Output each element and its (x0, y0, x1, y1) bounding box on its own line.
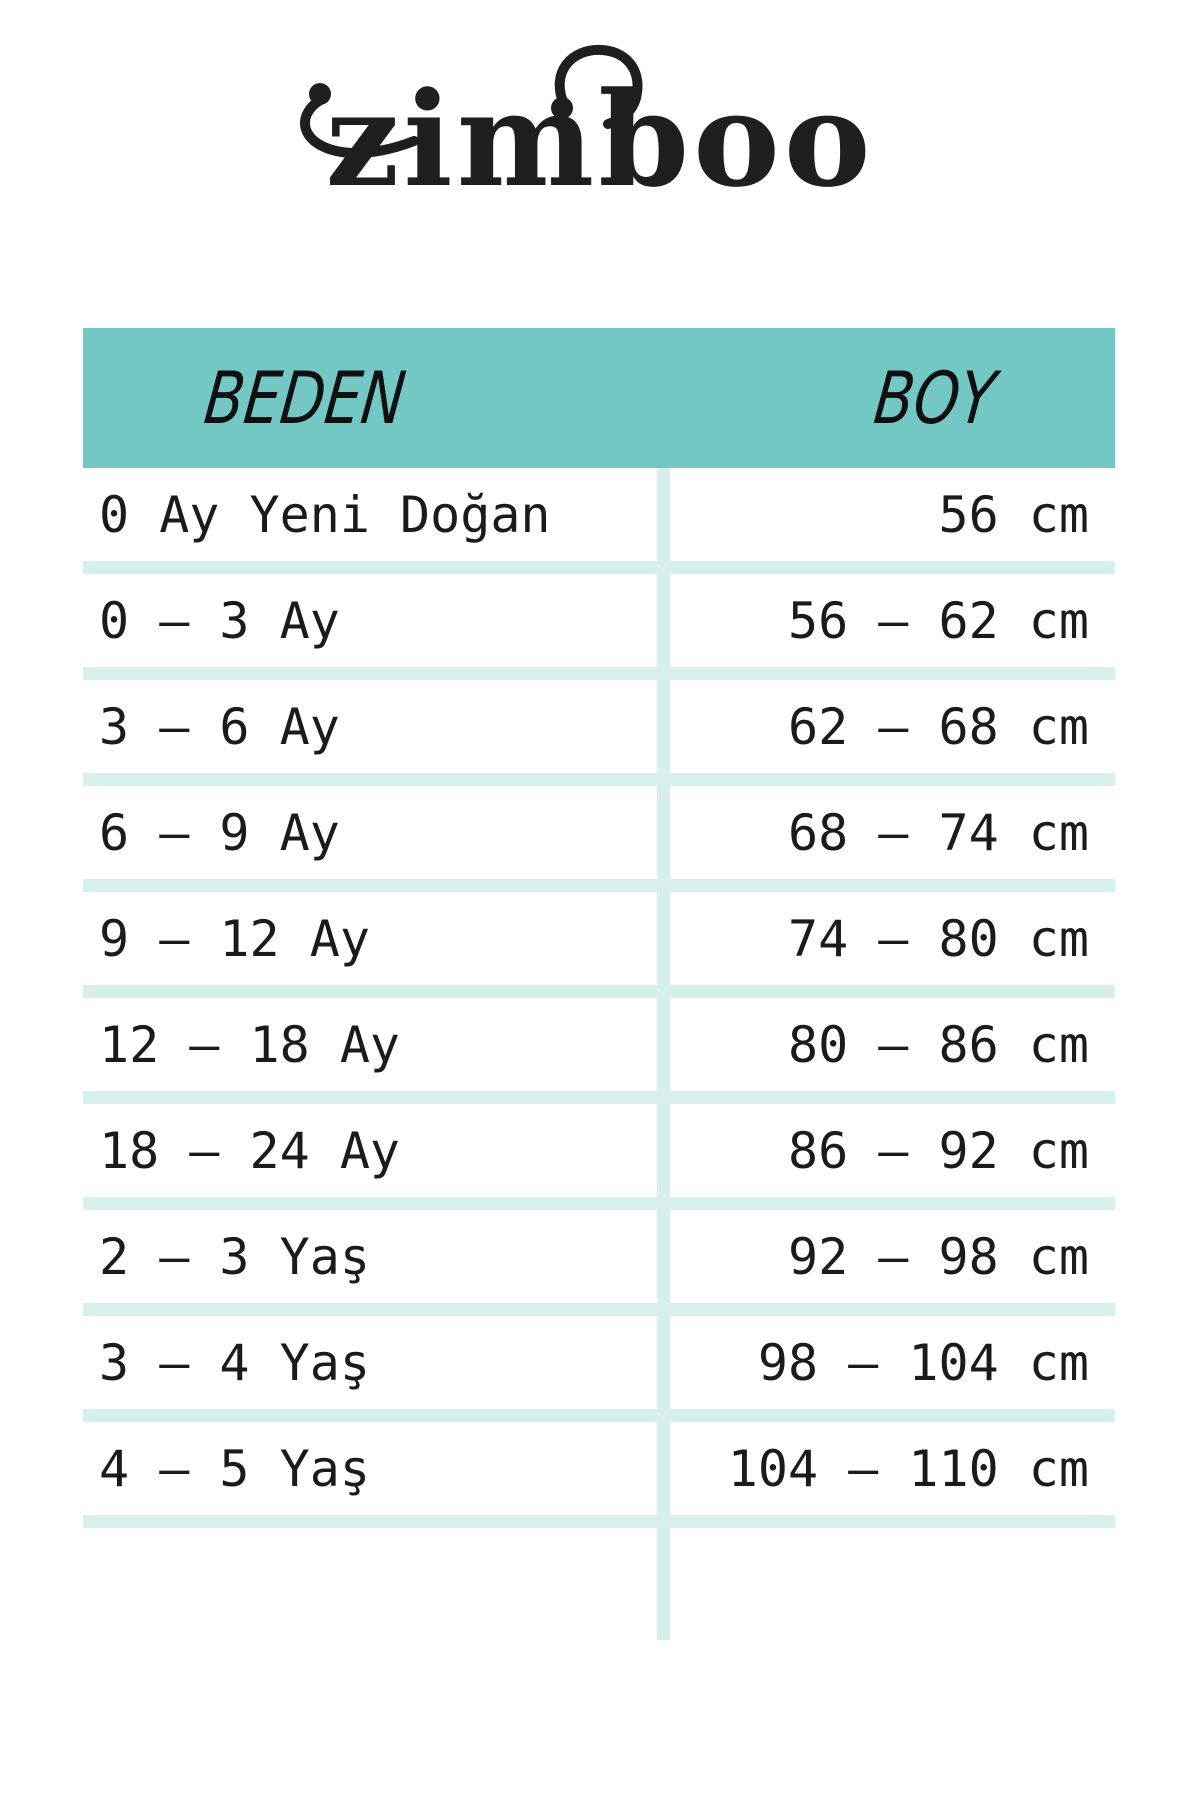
height-cell: 62 – 68 cm (787, 697, 1089, 756)
table-row: 0 Ay Yeni Doğan 56 cm (83, 468, 1115, 561)
size-cell: 4 – 5 Yaş (99, 1439, 370, 1498)
row-separator-line (83, 667, 1115, 680)
column-header-boy: BOY (870, 356, 1000, 440)
column-divider-line (657, 468, 670, 1640)
row-separator-line (83, 1409, 1115, 1422)
table-row: 9 – 12 Ay 74 – 80 cm (83, 892, 1115, 985)
height-cell: 74 – 80 cm (787, 909, 1089, 968)
table-row: 6 – 9 Ay 68 – 74 cm (83, 786, 1115, 879)
row-separator-line (83, 561, 1115, 574)
table-row: 18 – 24 Ay 86 – 92 cm (83, 1104, 1115, 1197)
height-cell: 56 – 62 cm (787, 591, 1089, 650)
height-cell: 92 – 98 cm (787, 1227, 1089, 1286)
height-cell: 56 cm (938, 485, 1089, 544)
height-cell: 98 – 104 cm (757, 1333, 1089, 1392)
row-separator-line (83, 773, 1115, 786)
table-row: 3 – 4 Yaş 98 – 104 cm (83, 1316, 1115, 1409)
table-body: 0 Ay Yeni Doğan 56 cm 0 – 3 Ay 56 – 62 c… (83, 468, 1115, 1640)
row-separator-line (83, 1197, 1115, 1210)
column-header-beden: BEDEN (200, 356, 410, 440)
size-cell: 9 – 12 Ay (99, 909, 370, 968)
row-separator-line (83, 985, 1115, 998)
row-separator-line (83, 1515, 1115, 1528)
table-row: 0 – 3 Ay 56 – 62 cm (83, 574, 1115, 667)
row-separator-line (83, 879, 1115, 892)
table-row: 4 – 5 Yaş 104 – 110 cm (83, 1422, 1115, 1515)
size-cell: 0 Ay Yeni Doğan (99, 485, 551, 544)
height-cell: 104 – 110 cm (727, 1439, 1089, 1498)
height-cell: 80 – 86 cm (787, 1015, 1089, 1074)
brand-logo-text: zimboo (325, 63, 875, 216)
height-cell: 86 – 92 cm (787, 1121, 1089, 1180)
table-row: 3 – 6 Ay 62 – 68 cm (83, 680, 1115, 773)
row-separator-line (83, 1303, 1115, 1316)
table-row: 12 – 18 Ay 80 – 86 cm (83, 998, 1115, 1091)
height-cell: 68 – 74 cm (787, 803, 1089, 862)
table-rows: 0 Ay Yeni Doğan 56 cm 0 – 3 Ay 56 – 62 c… (83, 468, 1115, 1528)
size-chart-table: BEDEN BOY 0 Ay Yeni Doğan 56 cm 0 – 3 Ay… (83, 328, 1115, 1640)
size-cell: 3 – 4 Yaş (99, 1333, 370, 1392)
size-cell: 0 – 3 Ay (99, 591, 340, 650)
brand-logo: zimboo (0, 0, 1200, 280)
table-header-bar: BEDEN BOY (83, 328, 1115, 468)
size-cell: 12 – 18 Ay (99, 1015, 401, 1074)
size-cell: 3 – 6 Ay (99, 697, 340, 756)
table-row: 2 – 3 Yaş 92 – 98 cm (83, 1210, 1115, 1303)
size-cell: 2 – 3 Yaş (99, 1227, 370, 1286)
size-cell: 6 – 9 Ay (99, 803, 340, 862)
row-separator-line (83, 1091, 1115, 1104)
size-cell: 18 – 24 Ay (99, 1121, 401, 1180)
